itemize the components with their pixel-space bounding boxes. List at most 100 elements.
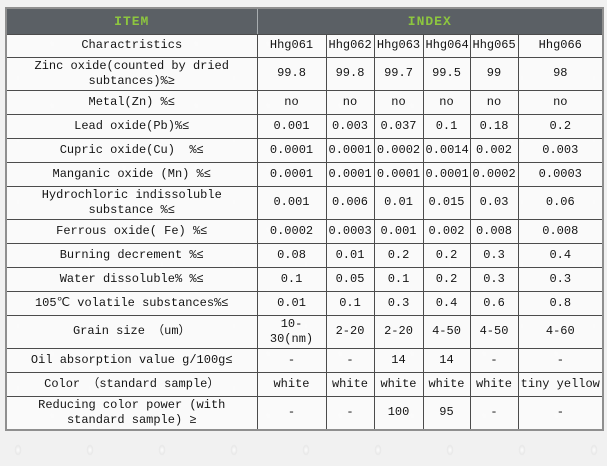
row-label: Grain size （um） <box>5 314 258 349</box>
cell-value: 0.0014 <box>422 137 471 163</box>
cell-value: 0.18 <box>469 113 519 139</box>
table-row: Ferrous oxide( Fe) %≤ 0.0002 0.0003 0.001 0.… <box>5 218 604 244</box>
cell-value: 99 <box>469 56 519 91</box>
table-row: Color （standard sample） white white white wh… <box>5 371 604 397</box>
cell-value: 0.001 <box>373 218 424 244</box>
cell-value: white <box>469 371 519 397</box>
cell-value: 95 <box>422 395 471 430</box>
cell-value: 4-50 <box>422 314 471 349</box>
cell-value: tiny yellow <box>517 371 604 397</box>
cell-value: - <box>325 395 375 430</box>
cell-value: 0.0001 <box>256 161 327 187</box>
column-header-row: Charactristics Hhg061 Hhg062 Hhg063 Hhg064 Hh… <box>5 33 604 58</box>
row-label: Lead oxide(Pb)%≤ <box>5 113 258 139</box>
table-row: Oil absorption value g/100g≤ - -14 14- - <box>5 347 604 373</box>
cell-value: no <box>256 89 327 115</box>
row-label: Manganic oxide (Mn) %≤ <box>5 161 258 187</box>
cell-value: 0.002 <box>422 218 471 244</box>
grade-column-header: Hhg061 <box>256 33 327 58</box>
cell-value: 0.2 <box>422 242 471 268</box>
cell-value: 0.0001 <box>422 161 471 187</box>
spec-table: ITEM INDEX Charactristics Hhg061 Hhg062 Hhg… <box>5 7 605 431</box>
table-row: Manganic oxide (Mn) %≤ 0.0001 0.0001 0.0001… <box>5 161 604 187</box>
cell-value: 0.2 <box>422 266 471 292</box>
cell-value: 0.2 <box>517 113 604 139</box>
row-label: Water dissoluble% %≤ <box>5 266 258 292</box>
table-row: Cupric oxide(Cu) %≤ 0.0001 0.0001 0.0002 0.0… <box>5 137 604 163</box>
cell-value: 0.0001 <box>256 137 327 163</box>
table-row: Water dissoluble% %≤ 0.1 0.05 0.1 0.2 0.3 0.3 <box>5 266 604 292</box>
cell-value: 0.3 <box>373 290 424 316</box>
cell-value: 2-20 <box>373 314 424 349</box>
cell-value: 0.037 <box>373 113 424 139</box>
row-label: Zinc oxide(counted by dried subtances)%≥ <box>5 56 258 91</box>
cell-value: - <box>469 347 519 373</box>
cell-value: 99.8 <box>325 56 375 91</box>
cell-value: white <box>256 371 327 397</box>
cell-value: white <box>422 371 471 397</box>
cell-value: - <box>469 395 519 430</box>
cell-value: 0.1 <box>373 266 424 292</box>
cell-value: 4-60 <box>517 314 604 349</box>
table-row: Zinc oxide(counted by dried subtances)%≥… <box>5 56 604 91</box>
cell-value: - <box>517 395 604 430</box>
row-label: Burning decrement %≤ <box>5 242 258 268</box>
cell-value: 99.5 <box>422 56 471 91</box>
cell-value: 0.006 <box>325 185 375 220</box>
index-header: INDEX <box>256 7 604 35</box>
cell-value: 0.01 <box>256 290 327 316</box>
cell-value: 0.002 <box>469 137 519 163</box>
cell-value: 0.3 <box>517 266 604 292</box>
cell-value: 0.05 <box>325 266 375 292</box>
table-row: Hydrochloric indissoluble substance %≤ 0.… <box>5 185 604 220</box>
cell-value: 0.015 <box>422 185 471 220</box>
table-row: Lead oxide(Pb)%≤ 0.001 0.003 0.037 0.1 0.18 0.… <box>5 113 604 139</box>
cell-value: 0.6 <box>469 290 519 316</box>
table-row: Grain size （um） 10-30(nm) 2-20 2-20 4-50 4-50… <box>5 314 604 349</box>
table-row: Metal(Zn) %≤ no no no no no no <box>5 89 604 115</box>
characteristics-header: Charactristics <box>5 33 258 58</box>
cell-value: 0.0001 <box>373 161 424 187</box>
row-label: Color （standard sample） <box>5 371 258 397</box>
cell-value: - <box>256 347 327 373</box>
row-label: Oil absorption value g/100g≤ <box>5 347 258 373</box>
cell-value: 98 <box>517 56 604 91</box>
cell-value: 0.001 <box>256 113 327 139</box>
cell-value: 0.01 <box>373 185 424 220</box>
cell-value: 0.0001 <box>325 161 375 187</box>
grade-column-header: Hhg065 <box>469 33 519 58</box>
cell-value: 0.003 <box>517 137 604 163</box>
grade-column-header: Hhg064 <box>422 33 471 58</box>
cell-value: 0.0002 <box>373 137 424 163</box>
cell-value: 10-30(nm) <box>256 314 327 349</box>
row-label: Hydrochloric indissoluble substance %≤ <box>5 185 258 220</box>
cell-value: - <box>517 347 604 373</box>
item-header: ITEM <box>5 7 258 35</box>
cell-value: 0.0002 <box>256 218 327 244</box>
table-row: Reducing color power (with standard samp… <box>5 395 604 430</box>
cell-value: 0.1 <box>256 266 327 292</box>
row-label: Cupric oxide(Cu) %≤ <box>5 137 258 163</box>
cell-value: 0.3 <box>469 266 519 292</box>
cell-value: 0.1 <box>422 113 471 139</box>
cell-value: 14 <box>373 347 424 373</box>
cell-value: 2-20 <box>325 314 375 349</box>
cell-value: 0.06 <box>517 185 604 220</box>
cell-value: 0.0003 <box>325 218 375 244</box>
cell-value: 99.7 <box>373 56 424 91</box>
cell-value: 0.2 <box>373 242 424 268</box>
cell-value: no <box>373 89 424 115</box>
grade-column-header: Hhg066 <box>517 33 604 58</box>
row-label: Metal(Zn) %≤ <box>5 89 258 115</box>
cell-value: 99.8 <box>256 56 327 91</box>
cell-value: - <box>325 347 375 373</box>
header-row: ITEM INDEX <box>5 7 604 35</box>
cell-value: no <box>469 89 519 115</box>
cell-value: 0.001 <box>256 185 327 220</box>
cell-value: no <box>422 89 471 115</box>
cell-value: no <box>517 89 604 115</box>
cell-value: 4-50 <box>469 314 519 349</box>
cell-value: white <box>325 371 375 397</box>
cell-value: 100 <box>373 395 424 430</box>
cell-value: 0.0003 <box>517 161 604 187</box>
